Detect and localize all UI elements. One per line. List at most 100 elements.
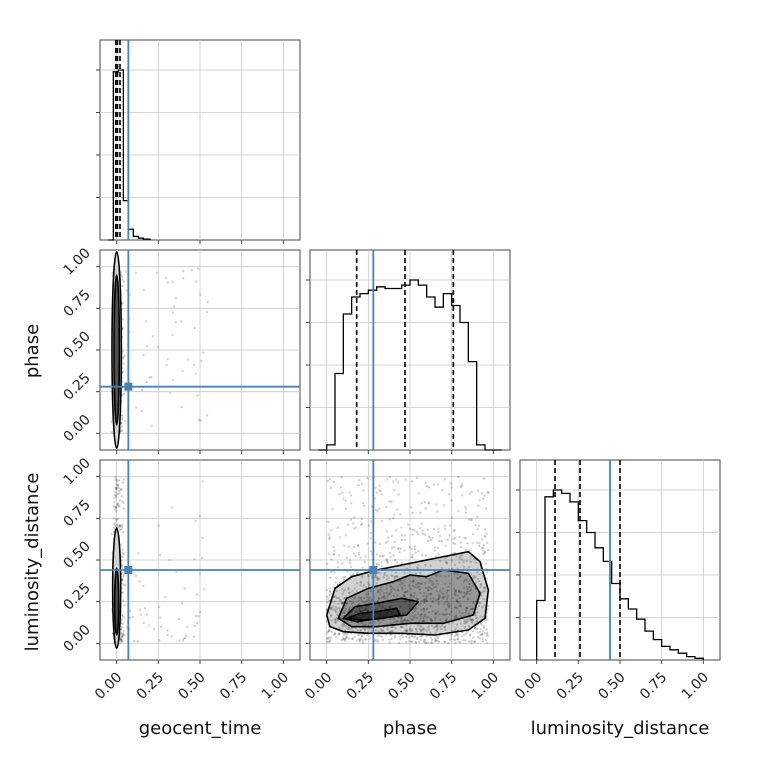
sample-point — [422, 619, 426, 623]
sample-point — [400, 534, 404, 537]
sample-point — [400, 586, 404, 589]
sample-point — [446, 589, 450, 592]
y-tick-label: 0.00 — [61, 622, 94, 655]
sample-point — [390, 500, 393, 503]
sample-point — [119, 524, 122, 528]
sample-point — [422, 640, 426, 644]
sample-point — [369, 520, 373, 523]
sample-point — [459, 615, 463, 618]
sample-point — [422, 638, 426, 642]
sample-point — [366, 476, 369, 480]
sample-point — [362, 600, 366, 604]
sample-point — [423, 613, 427, 616]
sample-point — [337, 602, 340, 605]
sample-point — [477, 579, 481, 583]
sample-point — [379, 592, 382, 595]
sample-point — [116, 483, 119, 487]
sample-point — [427, 585, 431, 589]
sample-point — [380, 589, 383, 592]
sample-point — [456, 634, 459, 637]
sample-point — [446, 596, 449, 599]
sample-point — [396, 619, 399, 623]
sample-point — [332, 552, 336, 556]
sample-point — [465, 618, 468, 621]
sample-point — [415, 597, 418, 600]
sample-point — [409, 593, 413, 597]
sample-point — [361, 639, 364, 642]
contour-level — [113, 567, 120, 636]
sample-point — [327, 598, 330, 601]
sample-point — [417, 585, 421, 588]
sample-point — [362, 626, 365, 630]
sample-point — [438, 595, 441, 599]
sample-point — [393, 634, 397, 638]
sample-point — [116, 503, 119, 507]
sample-point — [452, 537, 455, 541]
sample-point — [471, 607, 475, 610]
sample-point — [361, 501, 365, 505]
sample-point — [345, 619, 348, 623]
sample-point — [483, 550, 486, 554]
sample-point — [480, 591, 483, 595]
sample-point — [462, 565, 466, 568]
sample-point — [436, 582, 439, 586]
sample-point — [410, 555, 413, 559]
sample-point — [465, 590, 468, 594]
sample-point — [403, 549, 406, 552]
sample-point — [427, 625, 431, 628]
sample-point — [435, 590, 439, 593]
sample-point — [409, 640, 413, 643]
sample-point — [390, 625, 393, 628]
sample-point — [374, 638, 377, 641]
sample-point — [452, 638, 456, 641]
sample-point — [359, 609, 362, 613]
sample-point — [115, 519, 118, 522]
sample-point — [340, 562, 344, 565]
sample-point — [113, 517, 116, 520]
sample-point — [364, 627, 367, 631]
sample-point — [376, 590, 380, 594]
sample-point — [447, 602, 451, 605]
sample-point — [358, 606, 361, 609]
sample-point — [425, 635, 428, 638]
sample-point — [444, 544, 447, 547]
sample-point — [429, 592, 433, 596]
sample-point — [415, 566, 419, 569]
sample-point — [389, 605, 392, 608]
sample-point — [434, 625, 437, 629]
sample-point — [329, 606, 333, 610]
sample-point — [374, 574, 377, 578]
x-axis-label-geocent-time: geocent_time — [139, 718, 262, 739]
sample-point — [368, 584, 371, 587]
sample-point — [420, 634, 424, 638]
sample-point — [378, 611, 381, 615]
sample-point — [391, 626, 395, 629]
sample-point — [169, 391, 172, 395]
sample-point — [424, 563, 427, 567]
sample-point — [121, 599, 125, 602]
sample-point — [479, 628, 482, 631]
sample-point — [374, 573, 377, 577]
sample-point — [481, 640, 485, 643]
sample-point — [399, 605, 402, 609]
sample-point — [468, 583, 471, 586]
panel-content — [310, 460, 510, 660]
sample-point — [120, 635, 124, 638]
y-tick-label: 0.50 — [61, 539, 94, 572]
sample-point — [361, 566, 364, 569]
sample-point — [417, 549, 420, 553]
sample-point — [457, 640, 460, 643]
sample-point — [350, 613, 353, 616]
sample-point — [481, 629, 485, 633]
sample-point — [342, 622, 345, 626]
sample-point — [477, 635, 480, 639]
sample-point — [398, 635, 401, 638]
sample-point — [117, 493, 120, 496]
sample-point — [418, 620, 421, 623]
sample-point — [468, 566, 471, 569]
sample-point — [467, 580, 471, 583]
y-axis-label-phase: phase — [22, 324, 43, 378]
sample-point — [334, 621, 337, 625]
sample-point — [115, 488, 118, 491]
sample-point — [458, 576, 462, 579]
